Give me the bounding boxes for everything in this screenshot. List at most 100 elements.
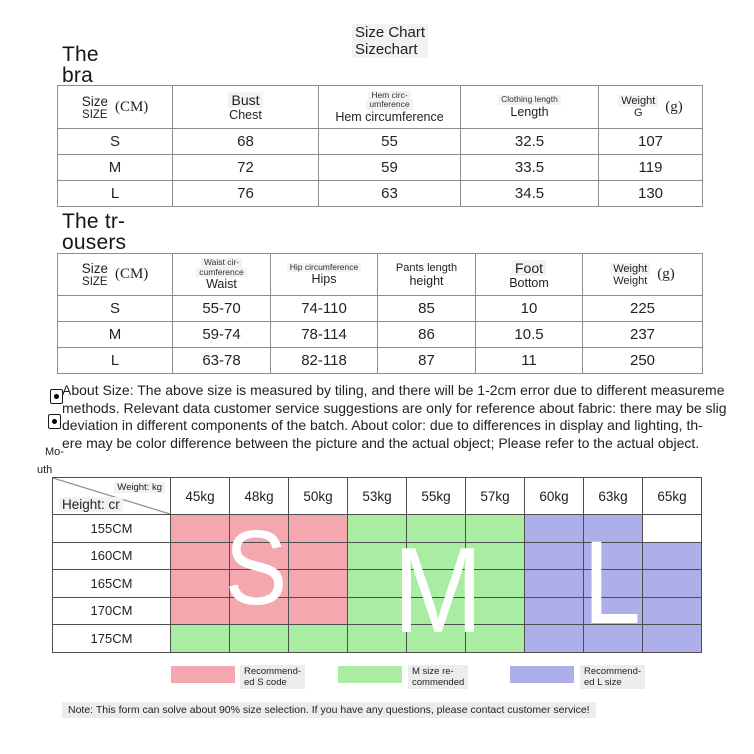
trousers-table-row-cell-size: S: [57, 295, 173, 322]
trousers-table-row-cell-weight: 225: [582, 295, 703, 322]
matrix-height-label: 175CM: [52, 624, 171, 653]
matrix-corner-cell: Weight: kg Height: cr: [52, 477, 171, 515]
matrix-cell-zone-s: [170, 514, 230, 543]
waist-label: Waist: [206, 277, 237, 291]
matrix-weight-header: 57kg: [465, 477, 525, 515]
matrix-cell-zone-m: [170, 624, 230, 653]
trousers-table-row-cell-waist: 55-70: [172, 295, 271, 322]
bra-table-row-cell-length: 32.5: [460, 128, 599, 155]
bullet-square-icon: [48, 414, 61, 429]
legend-swatch-s: [171, 666, 235, 683]
trousers-header-weight: Weight Weight (g): [582, 253, 703, 296]
zone-letter-m: M: [393, 522, 483, 658]
matrix-height-axis-label: Height: cr: [59, 497, 123, 512]
bra-table-row-cell-weight: 119: [598, 154, 703, 181]
page-title: Size Chart Sizechart: [352, 24, 429, 58]
matrix-cell-zone-s: [288, 569, 348, 598]
trousers-table-row-cell-foot: 10: [475, 295, 583, 322]
trousers-header-foot: Foot Bottom: [475, 253, 583, 296]
pants-length-label: Pants length: [395, 261, 458, 274]
page-title-line2: Sizechart: [352, 41, 429, 58]
matrix-cell-zone-l: [642, 541, 702, 570]
size-label: Size: [81, 93, 108, 109]
legend-swatch-m: [338, 666, 402, 683]
legend-label-line: M size re-: [412, 666, 454, 677]
trousers-table-row-cell-size: M: [57, 321, 173, 348]
matrix-cell-zone-s: [170, 596, 230, 625]
matrix-cell-zone-m: [347, 596, 407, 625]
waist-tiny-line2: cumference: [196, 267, 247, 277]
matrix-height-label: 160CM: [52, 541, 171, 570]
trousers-header-pants-length: Pants length height: [377, 253, 476, 296]
matrix-weight-header: 45kg: [170, 477, 230, 515]
matrix-cell-zone-l: [524, 541, 584, 570]
trousers-table-row-cell-foot: 11: [475, 347, 583, 374]
bra-header-weight: Weight G (g): [598, 85, 703, 129]
bra-table-row-cell-bust: 76: [172, 180, 319, 207]
weight-sub-label: Weight: [613, 274, 648, 287]
trousers-heading-line2: ousers: [62, 231, 127, 254]
bra-header-length: Clothing length Length: [460, 85, 599, 129]
weight-g-label: G: [633, 107, 643, 119]
matrix-cell-zone-s: [288, 596, 348, 625]
matrix-cell-zone-s: [229, 514, 289, 543]
legend-label-line: ed S code: [244, 677, 287, 688]
legend-label-line: ed L size: [584, 677, 622, 688]
trousers-header-waist: Waist cir- cumference Waist: [172, 253, 271, 296]
matrix-row: 165CM: [52, 569, 702, 598]
trousers-table-row-cell-pants: 87: [377, 347, 476, 374]
matrix-cell-zone-s: [170, 569, 230, 598]
matrix-cell-zone-w: [642, 514, 702, 543]
bra-table-row-cell-bust: 72: [172, 154, 319, 181]
matrix-cell-zone-m: [465, 514, 525, 543]
height-weight-matrix: Weight: kg Height: cr 45kg 48kg 50kg 53kg 55…: [52, 477, 702, 653]
bra-header-row: Size SIZE (CM) Bust Chest Hem circ-: [57, 85, 703, 129]
matrix-weight-header: 63kg: [583, 477, 643, 515]
page-title-line1: Size Chart: [352, 24, 429, 41]
matrix-height-label: 155CM: [52, 514, 171, 543]
matrix-cell-zone-m: [347, 624, 407, 653]
matrix-cell-zone-m: [406, 569, 466, 598]
trousers-table-row-cell-hip: 82-118: [270, 347, 378, 374]
gram-unit-label: (g): [665, 98, 683, 115]
bra-header-size: Size SIZE (CM): [57, 85, 173, 129]
cutoff-text-fragment: uth: [37, 464, 53, 476]
bra-table-row-cell-bust: 68: [172, 128, 319, 155]
legend-swatch-l: [510, 666, 574, 683]
bra-table-row-cell-length: 33.5: [460, 154, 599, 181]
gram-unit-label: (g): [657, 266, 675, 282]
zone-letter-s: S: [224, 509, 288, 627]
matrix-cell-zone-l: [642, 624, 702, 653]
matrix-cell-zone-m: [406, 514, 466, 543]
matrix-weight-header: 50kg: [288, 477, 348, 515]
hem-tiny-line2: umference: [366, 99, 413, 110]
matrix-weight-header: 48kg: [229, 477, 289, 515]
matrix-cell-zone-l: [524, 624, 584, 653]
trousers-header-size: Size SIZE (CM): [57, 253, 173, 296]
bra-size-table: Size SIZE (CM) Bust Chest Hem circ-: [57, 85, 703, 207]
trousers-heading-line1: The tr-: [62, 210, 126, 233]
trousers-table-row-cell-hip: 78-114: [270, 321, 378, 348]
bra-table-row: L 76 63 34.5 130: [57, 180, 703, 207]
bullet-square-icon: [50, 389, 63, 404]
bra-table-row-cell-hem: 63: [318, 180, 461, 207]
matrix-row: 155CM: [52, 514, 702, 543]
hips-label: Hips: [311, 272, 337, 287]
legend-label-s: Recommend- ed S code: [240, 665, 306, 689]
about-line: deviation in different components of the…: [62, 417, 703, 434]
bullet-dot: [52, 419, 57, 424]
matrix-cell-zone-l: [583, 514, 643, 543]
matrix-weight-axis-label: Weight: kg: [114, 482, 165, 493]
diagonal-divider-line: [53, 478, 170, 514]
bra-heading-line2: bra: [62, 64, 93, 87]
legend-label-m: M size re- commended: [408, 665, 469, 689]
matrix-cell-zone-l: [524, 569, 584, 598]
matrix-cell-zone-m: [288, 624, 348, 653]
cutoff-text-fragment: Mo-: [45, 446, 64, 458]
matrix-cell-zone-s: [229, 541, 289, 570]
trousers-table-row-cell-pants: 85: [377, 295, 476, 322]
matrix-cell-zone-l: [583, 541, 643, 570]
trousers-header-row: Size SIZE (CM) Waist cir- cumference Wai…: [57, 253, 703, 296]
waist-tiny-line1: Waist cir-: [200, 257, 243, 268]
